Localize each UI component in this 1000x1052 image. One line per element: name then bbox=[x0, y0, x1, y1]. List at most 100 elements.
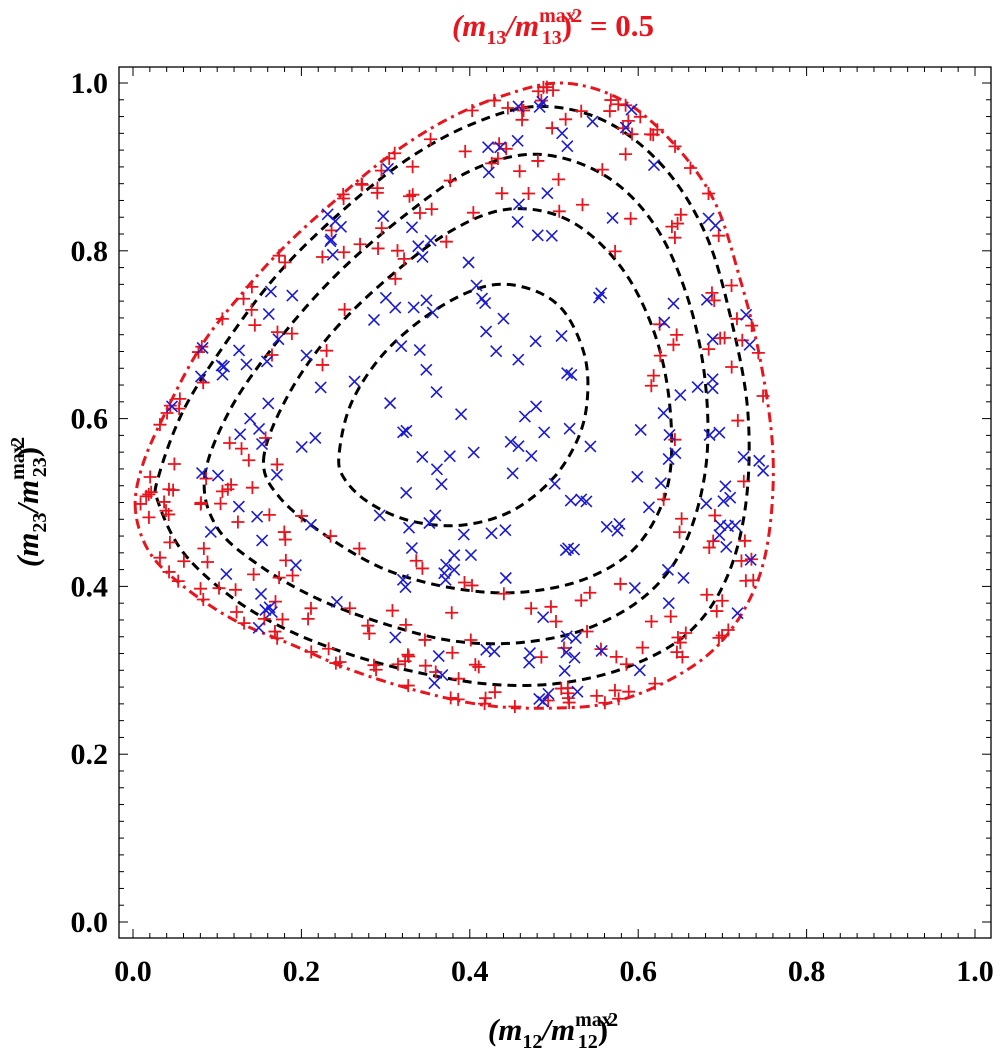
axis-tick-labels: 0.0 0.2 0.4 0.6 0.8 1.0 0.0 0.2 0.4 0.6 0.8 1.0 bbox=[71, 67, 994, 988]
cross-marker bbox=[251, 510, 264, 523]
cross-marker bbox=[432, 649, 445, 663]
cross-marker bbox=[396, 573, 410, 586]
cross-marker bbox=[504, 435, 517, 448]
cross-marker bbox=[529, 335, 542, 348]
plus-marker bbox=[162, 507, 176, 521]
plus-marker bbox=[445, 646, 459, 660]
cross-marker bbox=[556, 127, 569, 140]
plus-marker bbox=[406, 160, 420, 174]
cross-marker bbox=[633, 664, 646, 677]
cross-marker bbox=[384, 397, 397, 410]
cross-marker bbox=[595, 644, 608, 658]
cross-marker bbox=[565, 368, 578, 381]
cross-marker bbox=[262, 307, 275, 321]
plus-marker bbox=[413, 206, 427, 220]
cross-marker bbox=[196, 341, 209, 355]
plus-marker bbox=[301, 612, 315, 626]
cross-marker bbox=[462, 256, 475, 269]
cross-marker bbox=[480, 325, 493, 338]
cross-marker bbox=[657, 407, 670, 420]
cross-marker bbox=[300, 349, 313, 362]
label-slash: /m bbox=[10, 480, 45, 515]
plus-marker bbox=[670, 328, 684, 342]
plus-marker bbox=[382, 152, 396, 166]
plus-marker bbox=[746, 573, 760, 587]
plus-marker bbox=[371, 241, 385, 255]
plus-marker bbox=[143, 470, 157, 484]
cross-marker bbox=[737, 450, 750, 463]
cross-marker bbox=[674, 389, 687, 402]
cross-marker bbox=[395, 340, 408, 353]
label-suffix: ) bbox=[598, 1012, 608, 1047]
plus-marker bbox=[705, 286, 719, 300]
cross-marker bbox=[389, 301, 402, 314]
plus-marker bbox=[619, 657, 633, 671]
plus-marker bbox=[702, 541, 716, 555]
plus-marker bbox=[734, 554, 748, 568]
plus-marker bbox=[162, 565, 176, 579]
plus-marker bbox=[163, 535, 177, 549]
plus-marker bbox=[362, 626, 376, 640]
cross-marker bbox=[286, 289, 299, 302]
label-sub2: 13 bbox=[542, 27, 562, 49]
cross-marker bbox=[525, 449, 538, 463]
plus-marker bbox=[574, 593, 588, 607]
plus-marker bbox=[622, 685, 636, 699]
cross-marker bbox=[511, 134, 524, 147]
cross-marker bbox=[232, 344, 246, 357]
plus-marker bbox=[235, 442, 249, 456]
cross-marker bbox=[420, 363, 433, 376]
cross-marker bbox=[706, 333, 719, 346]
cross-marker bbox=[262, 397, 275, 410]
cross-marker bbox=[523, 647, 537, 660]
x-tick-label: 1.0 bbox=[956, 955, 994, 988]
cross-marker bbox=[379, 291, 392, 304]
cross-marker bbox=[196, 466, 209, 480]
cross-marker bbox=[254, 587, 268, 600]
plus-marker bbox=[513, 164, 527, 178]
contour-4 bbox=[337, 282, 590, 528]
plus-marker bbox=[401, 679, 415, 693]
cross-marker bbox=[530, 400, 543, 413]
cross-marker bbox=[488, 645, 501, 658]
plus-marker bbox=[197, 541, 211, 555]
plus-marker bbox=[644, 614, 658, 628]
plus-marker bbox=[671, 217, 685, 231]
label-sub2: 12 bbox=[578, 1031, 598, 1052]
plus-marker bbox=[708, 508, 722, 522]
plus-marker bbox=[554, 682, 568, 696]
plus-marker bbox=[612, 692, 626, 706]
cross-marker bbox=[400, 424, 413, 437]
plus-marker bbox=[700, 588, 714, 602]
plus-marker bbox=[370, 186, 384, 200]
cross-marker bbox=[326, 248, 339, 261]
cross-marker bbox=[480, 643, 493, 656]
label-prefix: (m bbox=[488, 1012, 522, 1047]
plus-marker bbox=[134, 497, 148, 511]
plus-marker bbox=[242, 453, 256, 467]
cross-marker bbox=[270, 468, 283, 481]
plus-marker bbox=[668, 139, 682, 153]
plus-marker bbox=[285, 327, 299, 341]
cross-marker bbox=[389, 631, 402, 644]
plus-marker bbox=[624, 212, 638, 226]
cross-marker bbox=[662, 597, 675, 610]
plus-marker bbox=[215, 312, 229, 326]
plus-marker bbox=[712, 229, 726, 243]
plus-marker bbox=[275, 612, 289, 626]
cross-marker bbox=[743, 338, 756, 351]
plus-marker bbox=[715, 594, 729, 608]
cross-marker bbox=[555, 329, 568, 343]
cross-marker bbox=[426, 306, 439, 319]
plus-marker bbox=[333, 655, 347, 669]
cross-marker bbox=[211, 469, 225, 482]
cross-marker bbox=[706, 382, 719, 395]
boundary-layer bbox=[133, 81, 775, 710]
contour-1 bbox=[153, 104, 751, 687]
plus-marker bbox=[397, 252, 411, 266]
plus-marker bbox=[196, 592, 210, 606]
chart-title: (m13/mmax 13)2 = 0.5 bbox=[452, 5, 654, 49]
cross-marker bbox=[545, 229, 558, 242]
plus-marker bbox=[142, 487, 156, 501]
plus-marker bbox=[265, 348, 279, 362]
